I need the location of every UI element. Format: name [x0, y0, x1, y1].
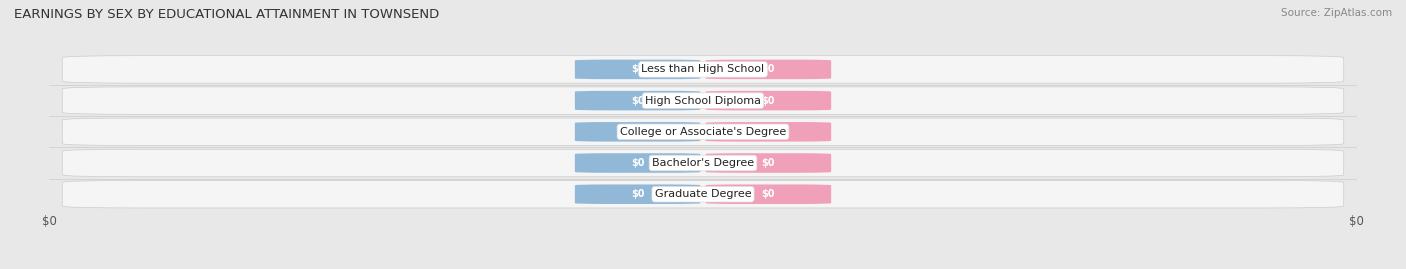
- FancyBboxPatch shape: [575, 60, 700, 79]
- Text: $0: $0: [762, 64, 775, 75]
- FancyBboxPatch shape: [62, 180, 1344, 208]
- FancyBboxPatch shape: [62, 87, 1344, 114]
- FancyBboxPatch shape: [706, 122, 831, 141]
- Text: EARNINGS BY SEX BY EDUCATIONAL ATTAINMENT IN TOWNSEND: EARNINGS BY SEX BY EDUCATIONAL ATTAINMEN…: [14, 8, 439, 21]
- Text: High School Diploma: High School Diploma: [645, 95, 761, 106]
- Text: $0: $0: [631, 95, 644, 106]
- FancyBboxPatch shape: [62, 118, 1344, 146]
- Text: Bachelor's Degree: Bachelor's Degree: [652, 158, 754, 168]
- FancyBboxPatch shape: [575, 91, 700, 110]
- Legend: Male, Female: Male, Female: [643, 267, 763, 269]
- Text: $0: $0: [762, 158, 775, 168]
- Text: $0: $0: [631, 127, 644, 137]
- Text: $0: $0: [762, 127, 775, 137]
- Text: $0: $0: [631, 158, 644, 168]
- Text: Graduate Degree: Graduate Degree: [655, 189, 751, 199]
- FancyBboxPatch shape: [62, 149, 1344, 177]
- FancyBboxPatch shape: [706, 153, 831, 173]
- Text: Less than High School: Less than High School: [641, 64, 765, 75]
- FancyBboxPatch shape: [62, 56, 1344, 83]
- FancyBboxPatch shape: [706, 91, 831, 110]
- FancyBboxPatch shape: [575, 122, 700, 141]
- FancyBboxPatch shape: [575, 185, 700, 204]
- Text: College or Associate's Degree: College or Associate's Degree: [620, 127, 786, 137]
- Text: $0: $0: [631, 189, 644, 199]
- Text: $0: $0: [762, 95, 775, 106]
- Text: $0: $0: [762, 189, 775, 199]
- FancyBboxPatch shape: [575, 153, 700, 173]
- FancyBboxPatch shape: [706, 185, 831, 204]
- Text: $0: $0: [631, 64, 644, 75]
- Text: Source: ZipAtlas.com: Source: ZipAtlas.com: [1281, 8, 1392, 18]
- FancyBboxPatch shape: [706, 60, 831, 79]
